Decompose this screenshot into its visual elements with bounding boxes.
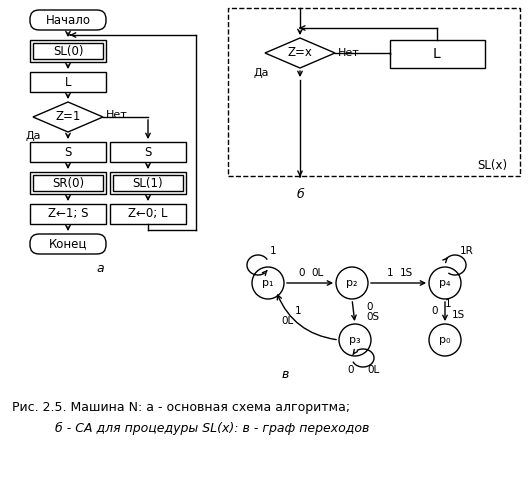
Text: Конец: Конец [49, 238, 87, 250]
Text: SR(0): SR(0) [52, 176, 84, 189]
Text: p₄: p₄ [439, 278, 450, 288]
Polygon shape [33, 102, 103, 132]
Text: 1R: 1R [460, 246, 474, 256]
Text: S: S [144, 145, 152, 159]
Text: Z←0; L: Z←0; L [128, 208, 168, 220]
Bar [30, 40, 106, 62]
Text: p₂: p₂ [346, 278, 358, 288]
Text: L: L [433, 47, 441, 61]
Text: 0: 0 [348, 365, 354, 375]
Text: Да: Да [26, 131, 41, 141]
Bar [30, 204, 106, 224]
Bar [33, 43, 103, 59]
Bar [110, 204, 186, 224]
Text: Рис. 2.5. Машина N: а - основная схема алгоритма;: Рис. 2.5. Машина N: а - основная схема а… [12, 401, 350, 415]
Bar [110, 142, 186, 162]
Text: L: L [65, 75, 71, 89]
Bar [33, 175, 103, 191]
Text: Начало: Начало [46, 13, 91, 27]
Text: б: б [296, 188, 304, 202]
Text: Z=1: Z=1 [55, 110, 81, 124]
Bar [30, 172, 106, 194]
Text: 1: 1 [295, 306, 302, 316]
Text: 0: 0 [366, 302, 373, 312]
Text: а: а [96, 261, 104, 275]
Text: 0: 0 [432, 306, 438, 316]
Text: p₀: p₀ [439, 335, 450, 345]
Bar [110, 172, 186, 194]
Text: SL(x): SL(x) [477, 160, 507, 173]
Text: 1S: 1S [400, 268, 413, 278]
Bar [228, 8, 520, 176]
Text: Да: Да [253, 68, 269, 78]
Text: 0S: 0S [366, 312, 379, 322]
Text: 0L: 0L [312, 268, 324, 278]
Bar [30, 72, 106, 92]
Text: 0L: 0L [367, 365, 379, 375]
Text: 1S: 1S [452, 310, 465, 320]
Bar [30, 142, 106, 162]
Text: SL(1): SL(1) [132, 176, 163, 189]
Text: б - СА для процедуры SL(x): в - граф переходов: б - СА для процедуры SL(x): в - граф пер… [55, 422, 369, 434]
Text: 1: 1 [270, 246, 276, 256]
Text: 1: 1 [445, 299, 452, 309]
Text: p₃: p₃ [349, 335, 361, 345]
Polygon shape [265, 38, 335, 68]
Text: SL(0): SL(0) [53, 44, 83, 58]
Text: 0: 0 [299, 268, 305, 278]
Text: 0L: 0L [282, 316, 294, 326]
Text: в: в [281, 368, 289, 382]
Text: Нет: Нет [106, 110, 128, 120]
Text: p₁: p₁ [262, 278, 274, 288]
FancyBboxPatch shape [30, 10, 106, 30]
Text: 1: 1 [387, 268, 394, 278]
Text: Z=x: Z=x [288, 46, 313, 60]
FancyBboxPatch shape [30, 234, 106, 254]
Text: S: S [64, 145, 72, 159]
Bar [113, 175, 183, 191]
Text: Нет: Нет [338, 48, 360, 58]
Text: Z←1; S: Z←1; S [48, 208, 89, 220]
Bar [390, 40, 485, 68]
